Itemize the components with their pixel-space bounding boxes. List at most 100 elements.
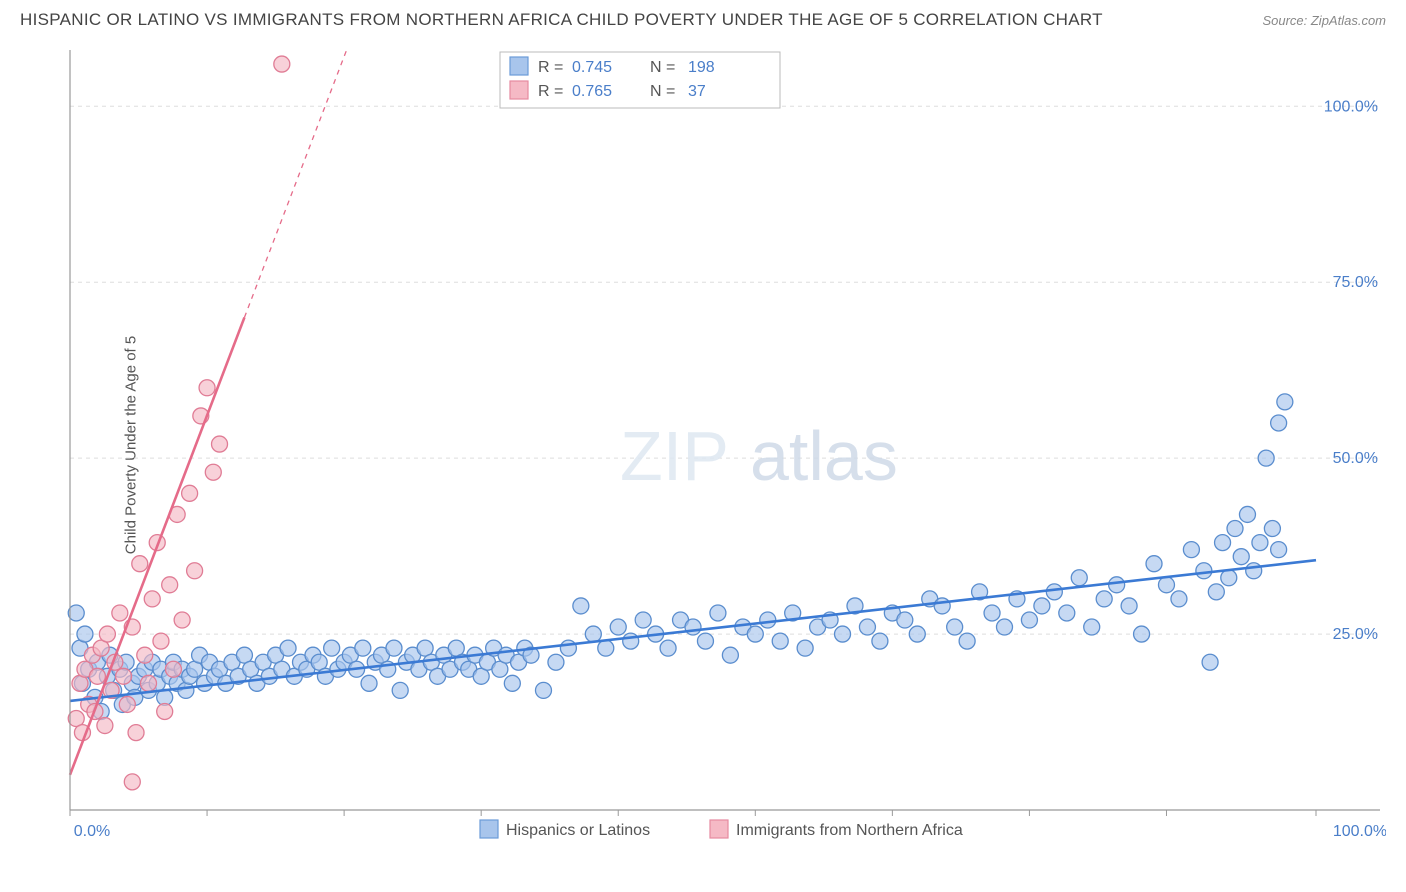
data-point bbox=[112, 605, 128, 621]
data-point bbox=[1271, 415, 1287, 431]
legend-n-label: N = bbox=[650, 83, 675, 100]
data-point bbox=[1046, 584, 1062, 600]
data-point bbox=[1171, 591, 1187, 607]
data-point bbox=[1158, 577, 1174, 593]
data-point bbox=[137, 647, 153, 663]
data-point bbox=[1059, 605, 1075, 621]
data-point bbox=[560, 640, 576, 656]
data-point bbox=[1034, 598, 1050, 614]
data-point bbox=[77, 626, 93, 642]
y-tick-label: 100.0% bbox=[1324, 98, 1378, 115]
data-point bbox=[355, 640, 371, 656]
legend-swatch bbox=[710, 820, 728, 838]
data-point bbox=[1221, 570, 1237, 586]
data-point bbox=[1134, 626, 1150, 642]
data-point bbox=[760, 612, 776, 628]
data-point bbox=[797, 640, 813, 656]
data-point bbox=[897, 612, 913, 628]
legend-swatch bbox=[510, 57, 528, 75]
data-point bbox=[872, 633, 888, 649]
data-point bbox=[392, 682, 408, 698]
data-point bbox=[1246, 563, 1262, 579]
data-point bbox=[660, 640, 676, 656]
legend-r-label: R = bbox=[538, 59, 563, 76]
data-point bbox=[585, 626, 601, 642]
data-point bbox=[199, 380, 215, 396]
data-point bbox=[68, 605, 84, 621]
data-point bbox=[174, 612, 190, 628]
data-point bbox=[1277, 394, 1293, 410]
data-point bbox=[548, 654, 564, 670]
data-point bbox=[1021, 612, 1037, 628]
legend-n-value: 198 bbox=[688, 59, 715, 76]
y-tick-label: 50.0% bbox=[1333, 450, 1378, 467]
trend-line bbox=[70, 317, 244, 774]
data-point bbox=[635, 612, 651, 628]
legend-n-label: N = bbox=[650, 59, 675, 76]
legend-r-label: R = bbox=[538, 83, 563, 100]
source-label: Source: ZipAtlas.com bbox=[1262, 13, 1386, 28]
data-point bbox=[386, 640, 402, 656]
data-point bbox=[1227, 521, 1243, 537]
data-point bbox=[1271, 542, 1287, 558]
data-point bbox=[153, 633, 169, 649]
data-point bbox=[984, 605, 1000, 621]
data-point bbox=[909, 626, 925, 642]
data-point bbox=[89, 668, 105, 684]
data-point bbox=[162, 577, 178, 593]
data-point bbox=[610, 619, 626, 635]
data-point bbox=[859, 619, 875, 635]
data-point bbox=[535, 682, 551, 698]
data-point bbox=[165, 661, 181, 677]
data-point bbox=[1264, 521, 1280, 537]
data-point bbox=[116, 668, 132, 684]
data-point bbox=[132, 556, 148, 572]
data-point bbox=[1252, 535, 1268, 551]
data-point bbox=[1208, 584, 1224, 600]
data-point bbox=[1084, 619, 1100, 635]
data-point bbox=[1071, 570, 1087, 586]
data-point bbox=[178, 682, 194, 698]
trend-line-extrapolated bbox=[244, 50, 346, 317]
data-point bbox=[959, 633, 975, 649]
data-point bbox=[573, 598, 589, 614]
legend-swatch bbox=[480, 820, 498, 838]
data-point bbox=[685, 619, 701, 635]
data-point bbox=[212, 436, 228, 452]
data-point bbox=[504, 675, 520, 691]
data-point bbox=[835, 626, 851, 642]
legend-n-value: 37 bbox=[688, 83, 706, 100]
legend-r-value: 0.745 bbox=[572, 59, 612, 76]
data-point bbox=[140, 675, 156, 691]
y-tick-label: 25.0% bbox=[1333, 626, 1378, 643]
legend-swatch bbox=[510, 81, 528, 99]
data-point bbox=[124, 774, 140, 790]
data-point bbox=[274, 56, 290, 72]
data-point bbox=[697, 633, 713, 649]
data-point bbox=[1202, 654, 1218, 670]
data-point bbox=[1239, 506, 1255, 522]
data-point bbox=[182, 485, 198, 501]
bottom-legend-label: Immigrants from Northern Africa bbox=[736, 822, 963, 839]
legend-r-value: 0.765 bbox=[572, 83, 612, 100]
data-point bbox=[598, 640, 614, 656]
data-point bbox=[772, 633, 788, 649]
data-point bbox=[128, 725, 144, 741]
y-tick-label: 75.0% bbox=[1333, 274, 1378, 291]
data-point bbox=[1121, 598, 1137, 614]
data-point bbox=[119, 696, 135, 712]
data-point bbox=[361, 675, 377, 691]
watermark-zip: ZIP bbox=[620, 417, 729, 495]
data-point bbox=[1196, 563, 1212, 579]
data-point bbox=[1215, 535, 1231, 551]
trend-line bbox=[70, 560, 1316, 701]
watermark-atlas: atlas bbox=[750, 417, 898, 495]
chart-title: HISPANIC OR LATINO VS IMMIGRANTS FROM NO… bbox=[20, 10, 1103, 30]
chart-area: Child Poverty Under the Age of 5 ZIP atl… bbox=[50, 40, 1386, 850]
data-point bbox=[144, 591, 160, 607]
data-point bbox=[1183, 542, 1199, 558]
data-point bbox=[97, 718, 113, 734]
data-point bbox=[1233, 549, 1249, 565]
data-point bbox=[187, 563, 203, 579]
data-point bbox=[722, 647, 738, 663]
